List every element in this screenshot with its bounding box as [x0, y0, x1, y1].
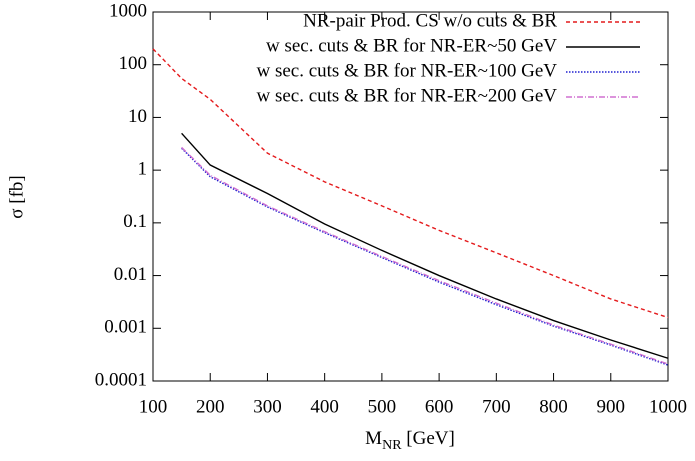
x-tick-label: 600: [425, 396, 454, 417]
y-tick-label: 0.001: [104, 317, 147, 338]
x-tick-label: 800: [539, 396, 568, 417]
x-tick-label: 1000: [649, 396, 687, 417]
x-title-rest: [GeV]: [402, 428, 455, 449]
y-tick-label: 0.0001: [95, 369, 147, 390]
y-tick-label: 0.1: [123, 211, 147, 232]
y-tick-label: 10: [128, 106, 147, 127]
y-tick-label: 1: [138, 159, 148, 180]
legend-label: w sec. cuts & BR for NR-ER~200 GeV: [256, 85, 557, 106]
x-tick-label: 200: [196, 396, 225, 417]
series-line: [181, 146, 669, 365]
x-axis-title: MNR [GeV]: [365, 428, 455, 453]
x-tick-label: 400: [310, 396, 339, 417]
x-tick-label: 700: [482, 396, 511, 417]
x-title-main: M: [365, 428, 382, 449]
legend-label: w sec. cuts & BR for NR-ER~50 GeV: [266, 35, 557, 56]
x-tick-label: 300: [253, 396, 282, 417]
series-line: [152, 48, 669, 319]
y-tick-label: 1000: [109, 0, 147, 21]
x-title-sub: NR: [382, 438, 402, 453]
legend-label: NR-pair Prod. CS w/o cuts & BR: [303, 10, 557, 31]
y-axis-title: σ [fb]: [6, 175, 27, 218]
x-tick-label: 900: [597, 396, 626, 417]
y-tick-label: 100: [119, 53, 148, 74]
legend-label: w sec. cuts & BR for NR-ER~100 GeV: [256, 60, 557, 81]
series-line: [181, 147, 669, 366]
x-tick-label: 500: [368, 396, 397, 417]
plot-frame: [152, 11, 669, 382]
y-tick-label: 0.01: [114, 264, 147, 285]
x-tick-label: 100: [139, 396, 168, 417]
series-line: [181, 132, 669, 359]
